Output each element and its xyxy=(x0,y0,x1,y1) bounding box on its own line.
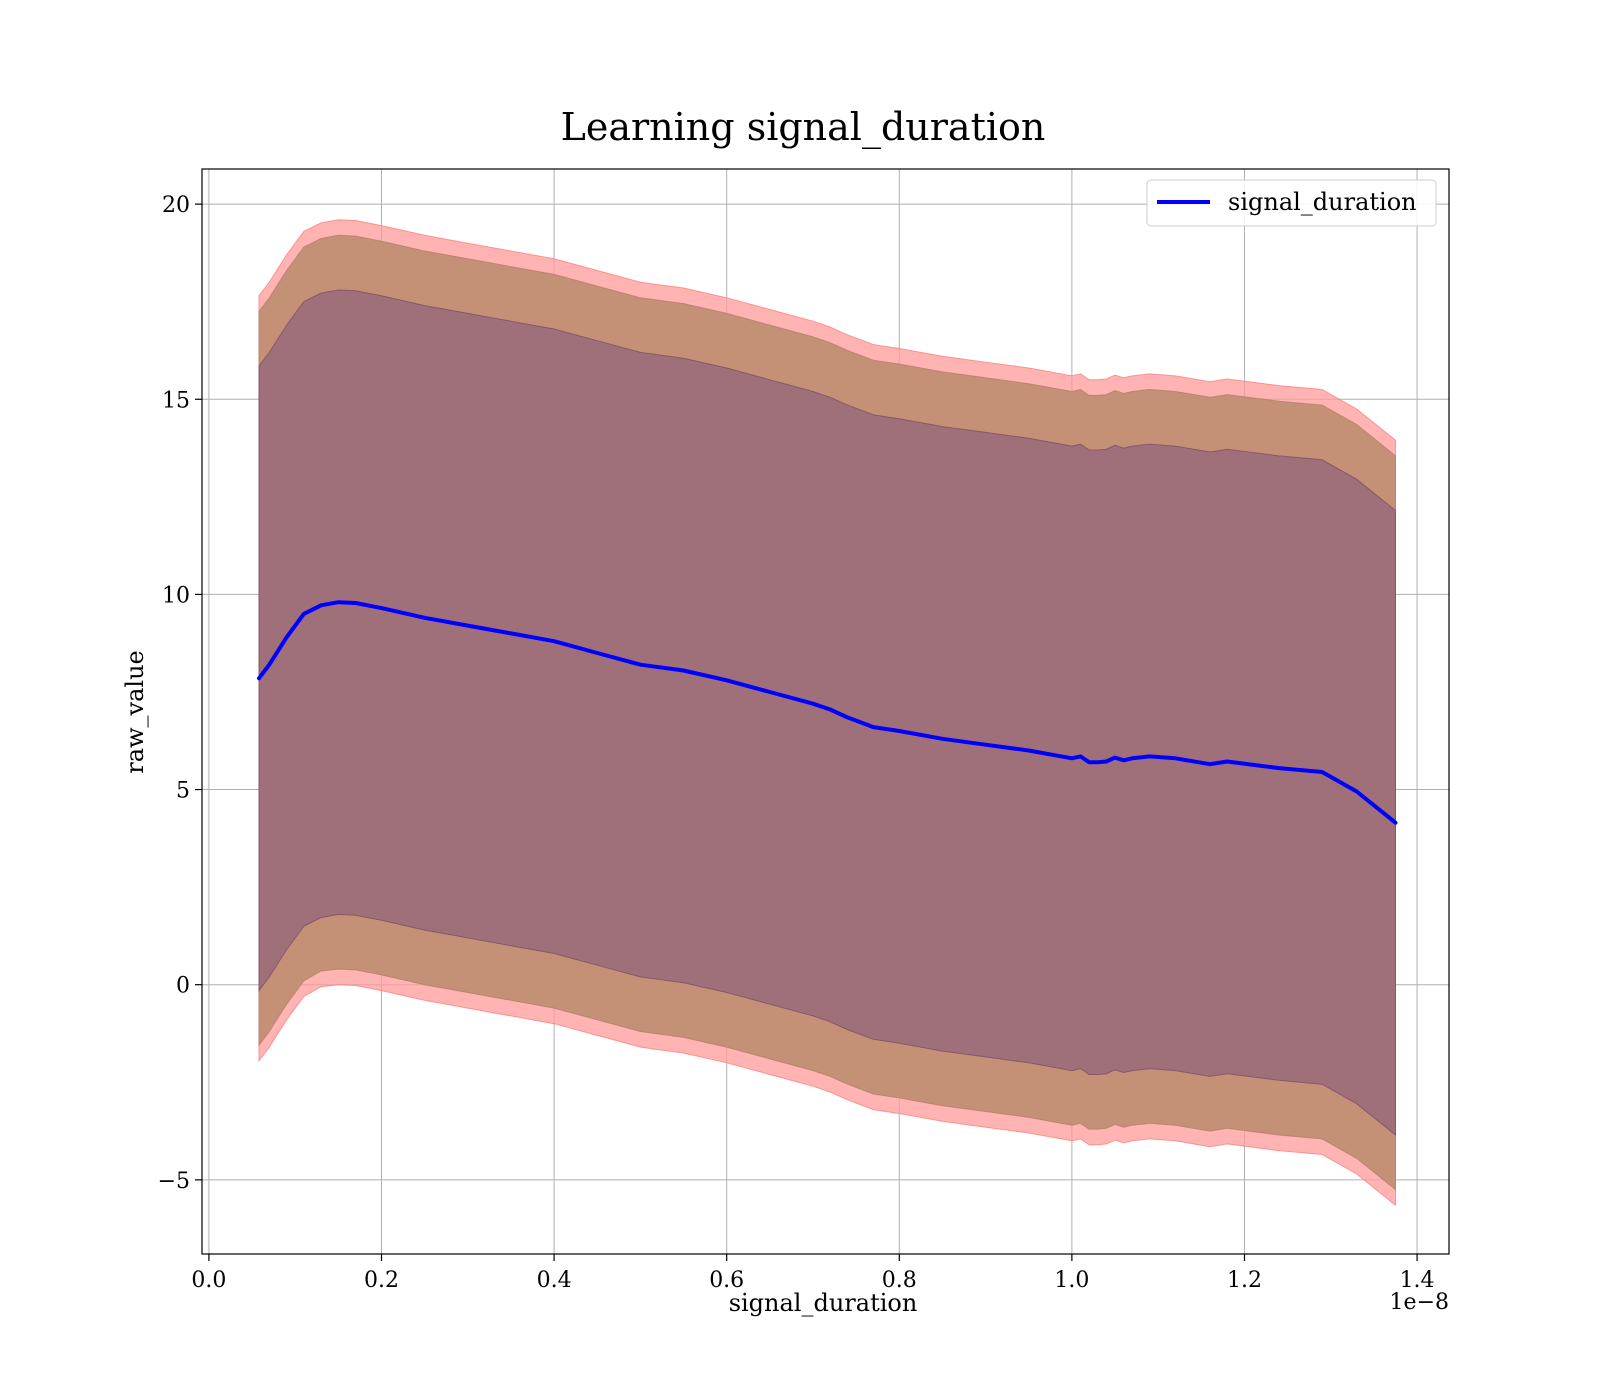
x-tick-label: 1.0 xyxy=(1054,1268,1089,1293)
confidence-bands xyxy=(258,219,1396,1207)
x-tick-label: 1.4 xyxy=(1400,1268,1435,1293)
y-axis-ticks: −5 0 5 10 15 20 xyxy=(158,193,202,1194)
y-tick-label: 10 xyxy=(162,583,190,608)
series-lines xyxy=(257,600,1398,825)
x-tick-label: 0.2 xyxy=(364,1268,399,1293)
y-tick-label: 5 xyxy=(176,779,190,804)
x-tick-label: 0.6 xyxy=(709,1268,744,1293)
series-line-signal-duration xyxy=(257,600,1398,825)
x-tick-label: 1.2 xyxy=(1227,1268,1262,1293)
y-tick-label: 20 xyxy=(162,193,190,218)
y-tick-label: 0 xyxy=(176,974,190,999)
y-axis-label: raw_value xyxy=(121,650,149,774)
chart-title: Learning signal_duration xyxy=(561,105,1046,150)
band-inner xyxy=(258,289,1396,1137)
x-tick-label: 0.0 xyxy=(191,1268,226,1293)
y-tick-label: −5 xyxy=(158,1169,190,1194)
legend-label-signal-duration: signal_duration xyxy=(1228,188,1417,216)
y-tick-label: 15 xyxy=(162,388,190,413)
x-tick-label: 0.4 xyxy=(537,1268,572,1293)
legend: signal_duration xyxy=(1146,179,1437,227)
x-axis-offset-label: 1e−8 xyxy=(1390,1290,1449,1315)
x-tick-label: 0.8 xyxy=(882,1268,917,1293)
x-axis-ticks: 0.0 0.2 0.4 0.6 0.8 1.0 1.2 1.4 xyxy=(191,1254,1435,1293)
x-axis-label: signal_duration xyxy=(729,1289,918,1317)
legend-box xyxy=(1146,179,1437,227)
plot-frame xyxy=(201,168,1450,1255)
